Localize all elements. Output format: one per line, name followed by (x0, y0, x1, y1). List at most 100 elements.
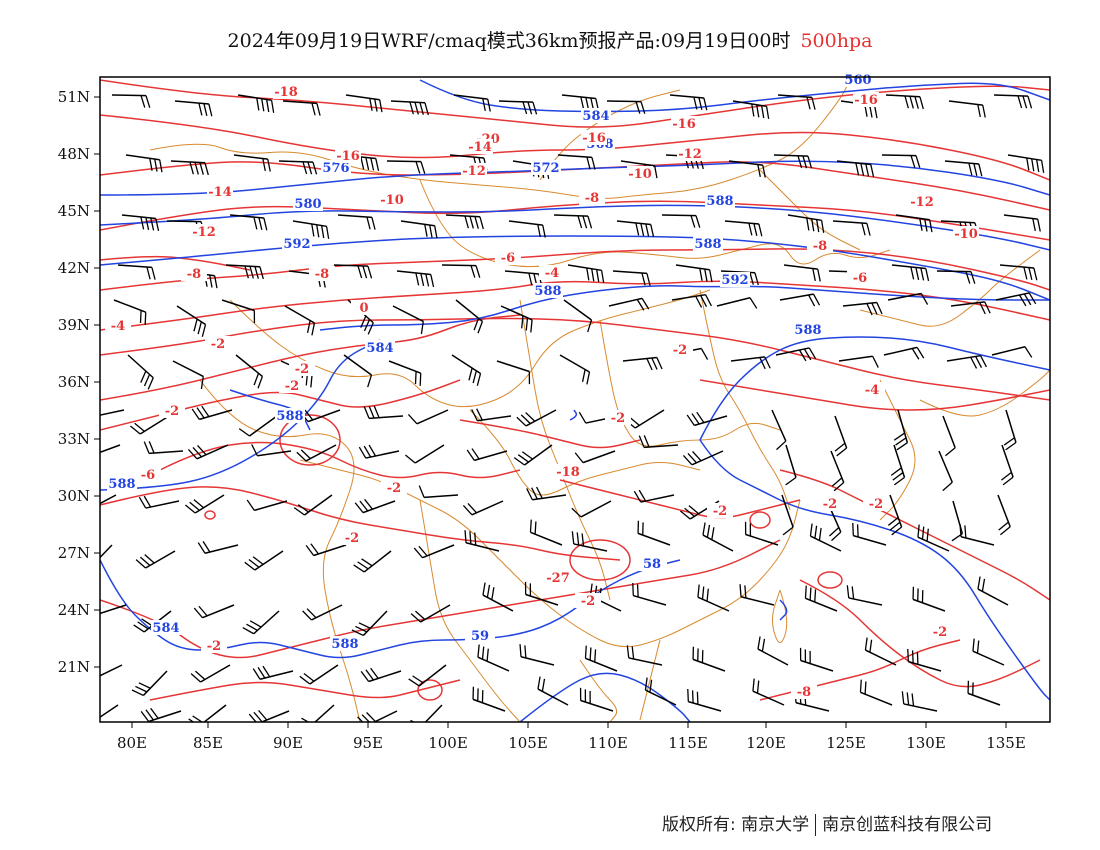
label-bg (817, 496, 843, 511)
temperature-contour (459, 419, 641, 449)
wind-barb (571, 500, 612, 518)
temperature-label: -4 (545, 266, 559, 281)
wind-barb (143, 441, 184, 455)
wind-barb (172, 360, 204, 390)
label-bg (159, 403, 185, 418)
wind-barb (890, 444, 906, 486)
height-contour (100, 559, 681, 659)
label-bg (533, 283, 563, 298)
temperature-label: -18 (274, 85, 298, 100)
temperature-loop (569, 539, 631, 581)
wind-barb (513, 444, 553, 466)
wind-barb (111, 94, 151, 108)
temperature-label: -2 (165, 404, 179, 419)
contour-labels: 5605845885765725685805925845885885925885… (105, 72, 979, 700)
axes: 80E 85E 90E 95E 100E 105E 110E 115E 120E 125E 130E… (58, 88, 1026, 752)
wind-barb (351, 610, 388, 637)
temperature-label: -2 (823, 497, 837, 512)
label-bg (282, 236, 312, 251)
wind-barb (561, 94, 600, 112)
boundary-line (599, 319, 781, 447)
wind-barb (297, 704, 335, 722)
wind-barb (358, 444, 400, 459)
temperature-contour (699, 379, 1050, 411)
label-bg (705, 193, 735, 208)
temperature-label: -10 (954, 227, 978, 242)
wind-barb (999, 264, 1038, 281)
label-bg (667, 342, 693, 357)
wind-barb (728, 160, 766, 178)
wind-barb (881, 154, 921, 168)
x-tick-label: 120E (746, 734, 786, 752)
wind-barb (135, 550, 176, 569)
temperature-loop (204, 510, 216, 520)
wind-barb (252, 665, 294, 680)
label-bg (807, 238, 833, 253)
label-bg (279, 378, 305, 393)
x-tick-label: 125E (826, 734, 866, 752)
temperature-label: -12 (678, 147, 702, 162)
label-bg (205, 336, 231, 351)
wind-barb (237, 94, 275, 113)
wind-barb (127, 354, 154, 390)
temperature-contour (100, 114, 1050, 181)
label-bg (927, 624, 953, 639)
temperature-label: -2 (933, 625, 947, 640)
wind-barb (938, 450, 953, 492)
height-label: 592 (283, 237, 310, 252)
wind-barb (675, 264, 713, 283)
wind-barb (187, 444, 229, 460)
label-bg (579, 190, 605, 205)
label-bg (379, 192, 405, 207)
wind-barb (669, 94, 708, 111)
label-bg (381, 480, 407, 495)
wind-barb (799, 647, 834, 672)
height-label: 580 (294, 197, 321, 212)
wind-barb (567, 264, 605, 283)
height-contour (100, 235, 1050, 301)
wind-barb (453, 94, 491, 112)
copyright-left: 版权所有: 南京大学 (662, 815, 810, 835)
wind-barb (682, 450, 724, 466)
height-contour (519, 672, 691, 722)
temperature-label: -16 (672, 117, 696, 132)
wind-barb (337, 214, 376, 230)
label-bg (330, 636, 360, 651)
temperature-contour (100, 317, 1050, 401)
wind-barb (246, 499, 288, 512)
wind-barb (608, 297, 650, 311)
title-level: 500hpa (800, 30, 873, 52)
temperature-loop (817, 571, 843, 589)
temperature-contour (779, 469, 1050, 601)
wind-barbs (100, 94, 1045, 722)
wind-barb (781, 494, 794, 536)
wind-barb (526, 486, 567, 501)
height-contour (100, 339, 381, 491)
wind-barb (100, 409, 125, 416)
label-bg (853, 92, 879, 107)
height-contour (100, 160, 1050, 196)
wind-barb (302, 604, 343, 621)
wind-barb (284, 305, 316, 336)
label-bg (467, 139, 493, 154)
height-contour (100, 204, 1050, 251)
wind-barb (993, 94, 1033, 109)
height-contour (779, 599, 788, 621)
boundary-line (149, 79, 851, 199)
wind-barb (622, 356, 663, 371)
wind-barb (343, 354, 373, 388)
wind-barb (197, 540, 239, 554)
wind-barb (190, 664, 231, 683)
height-label: 58 (643, 557, 661, 572)
label-bg (309, 266, 335, 281)
x-tick-label: 100E (428, 734, 468, 752)
temperature-label: -2 (673, 343, 687, 358)
wind-barb (771, 409, 787, 451)
wind-barb (242, 610, 280, 635)
temperature-label: -8 (813, 239, 827, 254)
wind-barb (834, 415, 848, 457)
wind-barb (697, 584, 730, 612)
wind-barb (357, 710, 398, 722)
label-bg (863, 496, 889, 511)
wind-barb (363, 405, 404, 420)
